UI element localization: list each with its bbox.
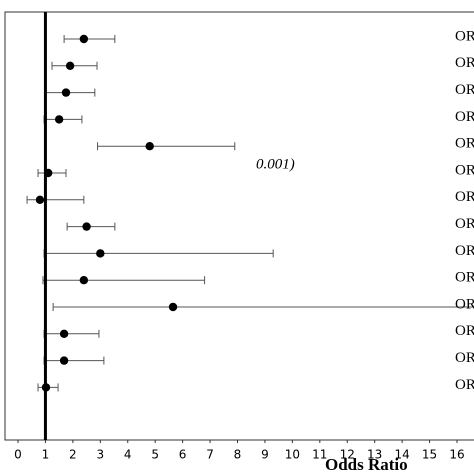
- point: [35, 195, 45, 204]
- row-label: OR: [455, 243, 474, 259]
- row-label: OR: [455, 377, 474, 393]
- point: [59, 329, 69, 338]
- x-tick-label: 16: [449, 448, 464, 462]
- point: [54, 115, 64, 124]
- row-label: OR: [455, 55, 474, 71]
- x-tick-label: 4: [124, 448, 132, 462]
- x-tick-label: 14: [394, 448, 409, 462]
- row-label: OR: [455, 323, 474, 339]
- point: [59, 356, 69, 365]
- point: [96, 249, 105, 258]
- x-tick-label: 0: [14, 448, 22, 462]
- point: [65, 61, 75, 70]
- annotation: 0.001): [256, 156, 295, 172]
- point: [79, 34, 89, 44]
- row-label: OR: [455, 216, 474, 232]
- row-label: OR: [455, 162, 474, 178]
- point: [168, 302, 178, 312]
- point: [79, 276, 89, 285]
- row-label: OR: [455, 296, 474, 312]
- x-tick-label: 6: [179, 448, 187, 462]
- x-tick-label: 13: [367, 448, 382, 462]
- point: [61, 88, 71, 97]
- plot-frame: [4, 11, 474, 441]
- row-label: OR: [455, 28, 474, 44]
- point: [145, 142, 154, 151]
- x-tick-label: 10: [285, 448, 300, 462]
- row-label: OR: [455, 350, 474, 366]
- x-tick-label: 1: [42, 448, 50, 462]
- x-tick-label: 7: [206, 448, 214, 462]
- row-label: OR: [455, 189, 474, 205]
- x-tick-label: 5: [151, 448, 159, 462]
- row-label: OR: [455, 109, 474, 125]
- x-tick-label: 12: [340, 448, 355, 462]
- x-tick-label: 9: [261, 448, 269, 462]
- point: [82, 222, 91, 231]
- x-tick-label: 15: [422, 448, 437, 462]
- x-axis-label: Odds Ratio: [325, 455, 408, 474]
- row-label: OR: [455, 136, 474, 152]
- x-tick-label: 3: [96, 448, 104, 462]
- row-label: OR: [455, 270, 474, 286]
- row-label: OR: [455, 82, 474, 98]
- x-tick-label: 8: [234, 448, 242, 462]
- x-tick-label: 11: [312, 448, 327, 462]
- plot-area: [26, 34, 474, 392]
- x-tick-label: 2: [69, 448, 77, 462]
